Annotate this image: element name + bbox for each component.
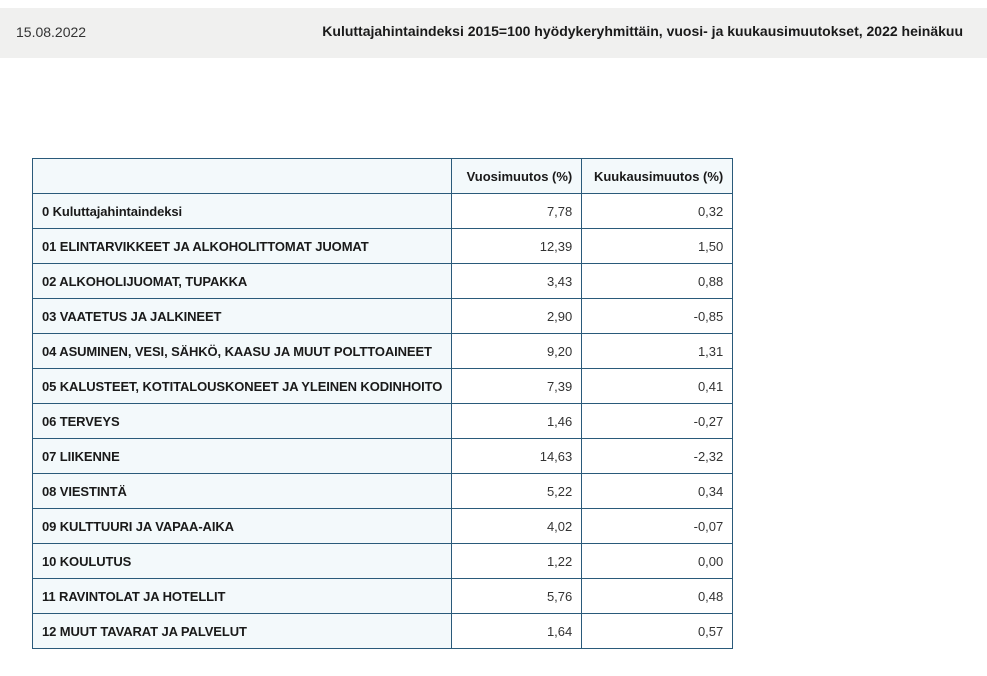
row-category-label: 06 TERVEYS: [31, 403, 453, 439]
row-category-label: 07 LIIKENNE: [31, 438, 453, 474]
table-row: 07 LIIKENNE 14,63 -2,32: [31, 438, 734, 474]
price-index-table: Vuosimuutos (%) Kuukausimuutos (%) 0 Kul…: [31, 158, 734, 649]
row-annual-change-value: 1,64: [451, 613, 583, 649]
row-category-label: 01 ELINTARVIKKEET JA ALKOHOLITTOMAT JUOM…: [31, 228, 453, 264]
column-header-category: [31, 158, 453, 194]
header-title: Kuluttajahintaindeksi 2015=100 hyödykery…: [322, 23, 963, 39]
row-monthly-change-value: -0,27: [581, 403, 734, 439]
row-annual-change-value: 5,76: [451, 578, 583, 614]
row-annual-change-value: 3,43: [451, 263, 583, 299]
row-annual-change-value: 5,22: [451, 473, 583, 509]
row-annual-change-value: 2,90: [451, 298, 583, 334]
row-monthly-change-value: 0,32: [581, 193, 734, 229]
row-annual-change-value: 7,78: [451, 193, 583, 229]
price-index-table-container: Vuosimuutos (%) Kuukausimuutos (%) 0 Kul…: [31, 158, 734, 649]
row-category-label: 03 VAATETUS JA JALKINEET: [31, 298, 453, 334]
row-category-label: 0 Kuluttajahintaindeksi: [31, 193, 453, 229]
row-annual-change-value: 1,22: [451, 543, 583, 579]
row-annual-change-value: 1,46: [451, 403, 583, 439]
row-category-label: 10 KOULUTUS: [31, 543, 453, 579]
header-bar: 15.08.2022 Kuluttajahintaindeksi 2015=10…: [0, 8, 987, 58]
table-row: 04 ASUMINEN, VESI, SÄHKÖ, KAASU JA MUUT …: [31, 333, 734, 369]
row-monthly-change-value: 1,31: [581, 333, 734, 369]
table-header-row: Vuosimuutos (%) Kuukausimuutos (%): [31, 158, 734, 194]
row-monthly-change-value: 0,41: [581, 368, 734, 404]
column-header-monthly-change: Kuukausimuutos (%): [581, 158, 734, 194]
table-row: 10 KOULUTUS 1,22 0,00: [31, 543, 734, 579]
row-monthly-change-value: 1,50: [581, 228, 734, 264]
row-monthly-change-value: 0,34: [581, 473, 734, 509]
row-annual-change-value: 9,20: [451, 333, 583, 369]
table-row: 03 VAATETUS JA JALKINEET 2,90 -0,85: [31, 298, 734, 334]
row-monthly-change-value: 0,48: [581, 578, 734, 614]
row-annual-change-value: 12,39: [451, 228, 583, 264]
table-row: 01 ELINTARVIKKEET JA ALKOHOLITTOMAT JUOM…: [31, 228, 734, 264]
row-annual-change-value: 4,02: [451, 508, 583, 544]
table-row: 06 TERVEYS 1,46 -0,27: [31, 403, 734, 439]
table-row: 11 RAVINTOLAT JA HOTELLIT 5,76 0,48: [31, 578, 734, 614]
row-category-label: 04 ASUMINEN, VESI, SÄHKÖ, KAASU JA MUUT …: [31, 333, 453, 369]
row-monthly-change-value: -0,85: [581, 298, 734, 334]
row-category-label: 12 MUUT TAVARAT JA PALVELUT: [31, 613, 453, 649]
row-category-label: 08 VIESTINTÄ: [31, 473, 453, 509]
row-monthly-change-value: 0,88: [581, 263, 734, 299]
table-row: 02 ALKOHOLIJUOMAT, TUPAKKA 3,43 0,88: [31, 263, 734, 299]
table-row: 09 KULTTUURI JA VAPAA-AIKA 4,02 -0,07: [31, 508, 734, 544]
row-annual-change-value: 14,63: [451, 438, 583, 474]
header-date: 15.08.2022: [16, 24, 87, 40]
row-monthly-change-value: -2,32: [581, 438, 734, 474]
row-category-label: 11 RAVINTOLAT JA HOTELLIT: [31, 578, 453, 614]
table-row: 05 KALUSTEET, KOTITALOUSKONEET JA YLEINE…: [31, 368, 734, 404]
table-row: 0 Kuluttajahintaindeksi 7,78 0,32: [31, 193, 734, 229]
row-monthly-change-value: -0,07: [581, 508, 734, 544]
row-category-label: 09 KULTTUURI JA VAPAA-AIKA: [31, 508, 453, 544]
table-row: 12 MUUT TAVARAT JA PALVELUT 1,64 0,57: [31, 613, 734, 649]
table-row: 08 VIESTINTÄ 5,22 0,34: [31, 473, 734, 509]
row-category-label: 05 KALUSTEET, KOTITALOUSKONEET JA YLEINE…: [31, 368, 453, 404]
row-annual-change-value: 7,39: [451, 368, 583, 404]
table-body: 0 Kuluttajahintaindeksi 7,78 0,32 01 ELINTA…: [31, 193, 734, 649]
column-header-annual-change: Vuosimuutos (%): [451, 158, 583, 194]
row-monthly-change-value: 0,00: [581, 543, 734, 579]
row-category-label: 02 ALKOHOLIJUOMAT, TUPAKKA: [31, 263, 453, 299]
row-monthly-change-value: 0,57: [581, 613, 734, 649]
